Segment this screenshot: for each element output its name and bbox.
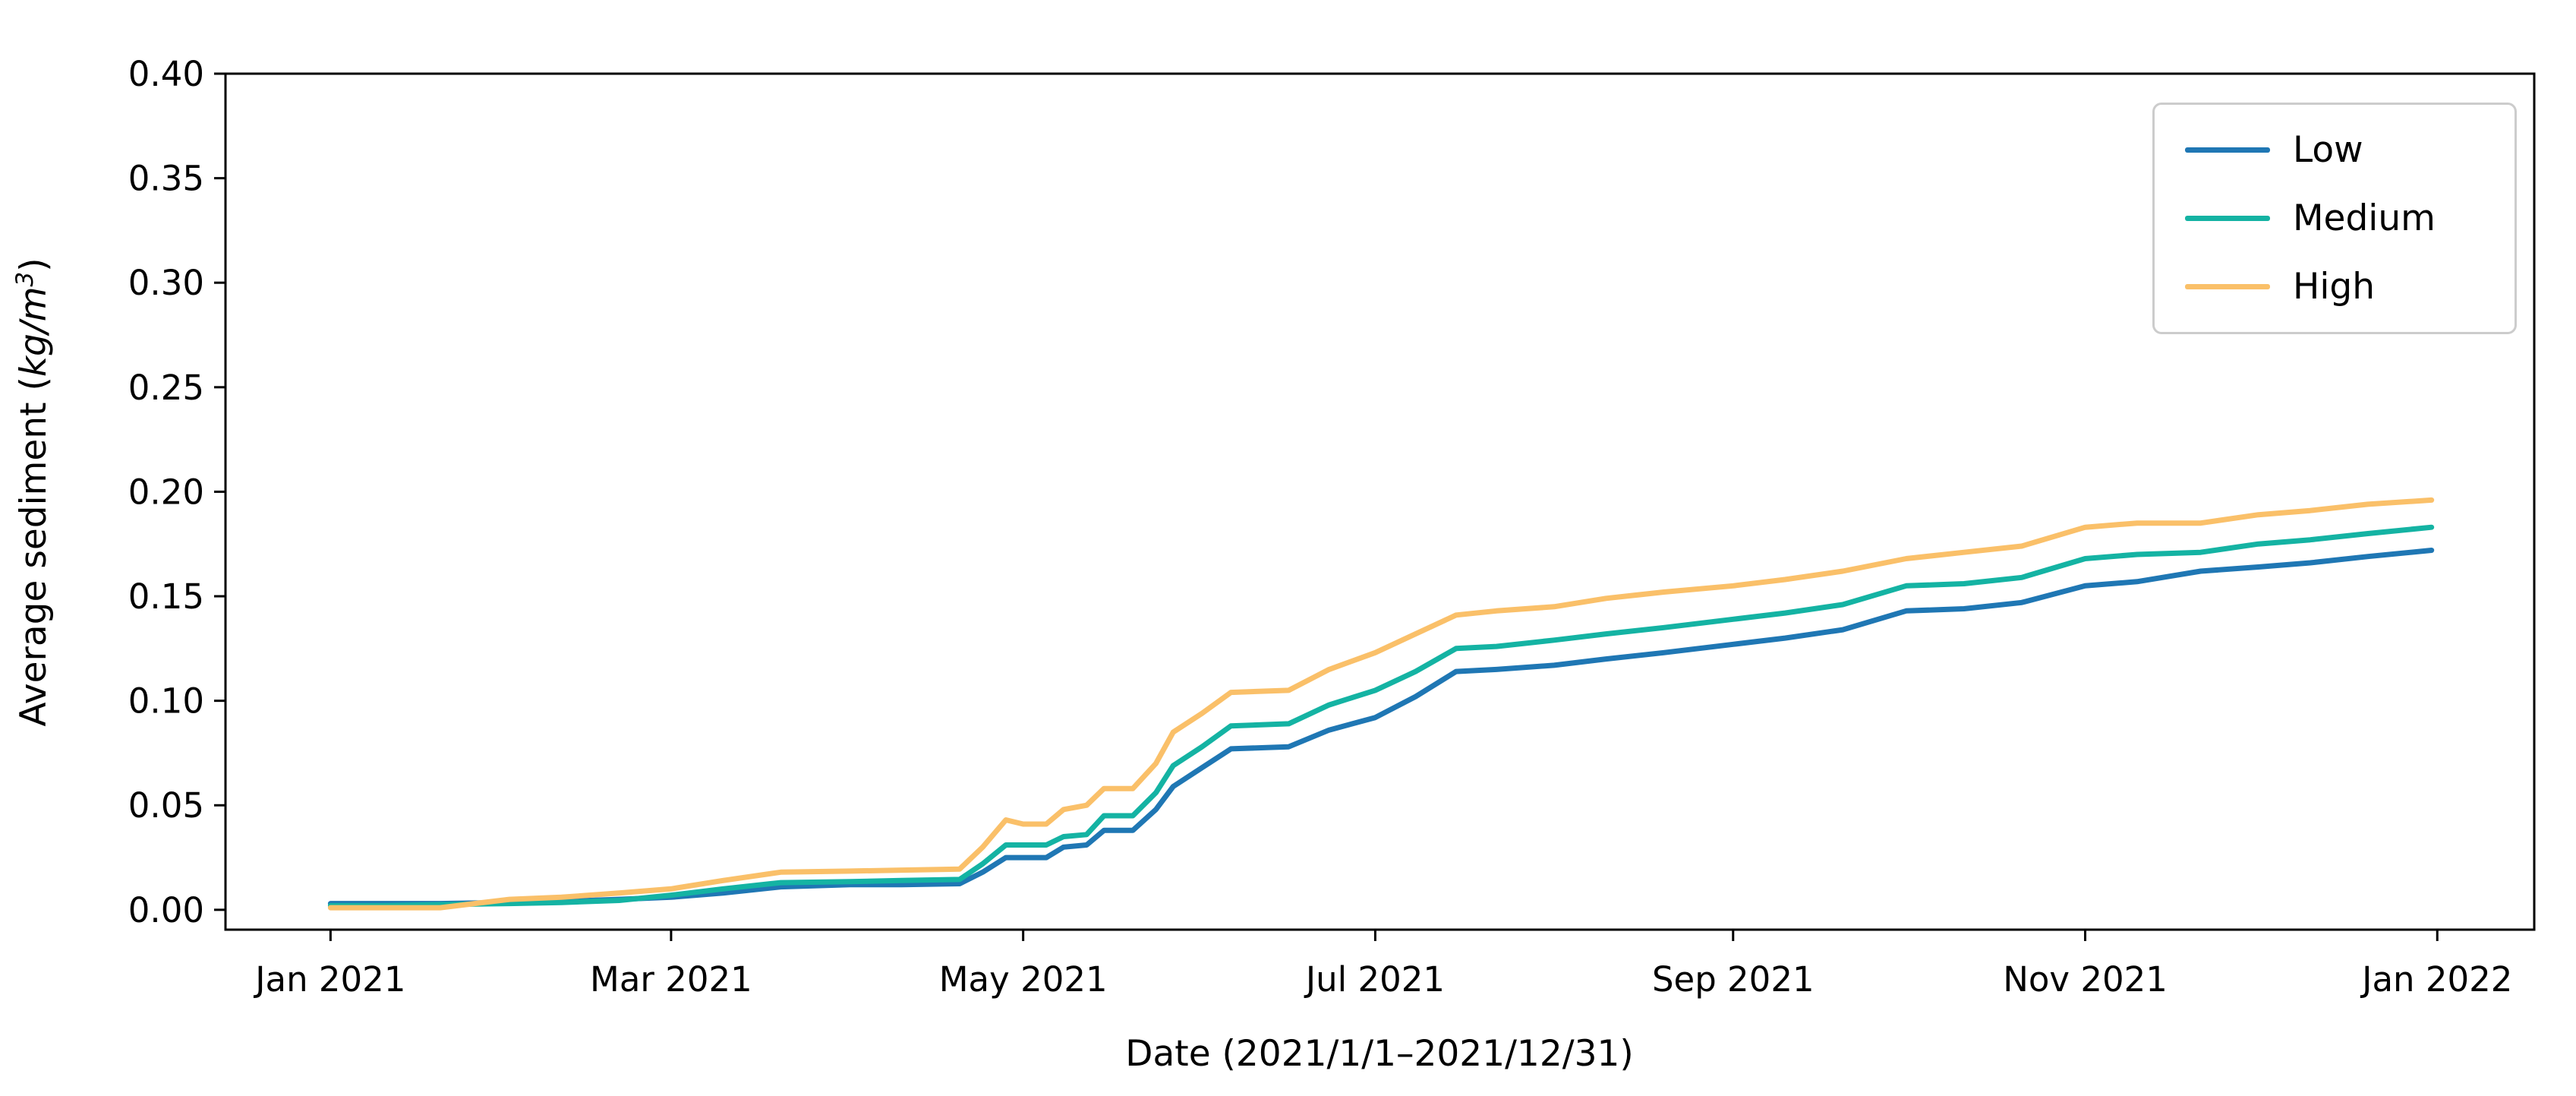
y-tick-label: 0.10: [128, 681, 204, 722]
low-line-swatch: [2185, 147, 2270, 153]
x-tick-label: Nov 2021: [2003, 959, 2168, 1000]
x-tick-label: Jan 2022: [2360, 959, 2512, 1000]
plot-border-rect: [224, 72, 2536, 931]
y-tick-label: 0.20: [128, 472, 204, 512]
legend-item-medium: Medium: [2155, 201, 2515, 236]
legend-label-medium: Medium: [2293, 197, 2436, 239]
legend-item-high: High: [2155, 269, 2515, 305]
y-tick-label: 0.05: [128, 785, 204, 826]
series-line-medium: [327, 524, 2435, 908]
x-axis-label: Date (2021/1/1–2021/12/31): [1125, 1033, 1633, 1075]
medium-line-swatch: [2185, 215, 2270, 221]
y-tick-label: 0.15: [128, 576, 204, 617]
y-axis-label: Average sediment (kg/m3): [11, 257, 55, 726]
x-tick-label: Jan 2021: [253, 959, 405, 1000]
x-tick-label: Jul 2021: [1304, 959, 1445, 1000]
y-axis: 0.00 0.05 0.10 0.15 0.20 0.25 0.30 0.35 0.40: [128, 54, 225, 930]
series-line-low: [327, 548, 2435, 907]
y-tick-label: 0.00: [128, 890, 204, 930]
legend-item-low: Low: [2155, 132, 2515, 168]
x-tick-label: Sep 2021: [1652, 959, 1815, 1000]
y-tick-label: 0.30: [128, 263, 204, 303]
high-line-swatch: [2185, 284, 2270, 290]
series-lines: [327, 497, 2435, 911]
y-tick-label: 0.35: [128, 159, 204, 199]
plot-border: [224, 72, 2536, 931]
y-tick-label: 0.40: [128, 54, 204, 94]
x-tick-label: Mar 2021: [590, 959, 752, 1000]
x-tick-label: May 2021: [939, 959, 1108, 1000]
x-axis: Jan 2021 Mar 2021 May 2021 Jul 2021 Sep 2021…: [253, 930, 2512, 1000]
legend-label-high: High: [2293, 266, 2376, 308]
legend-label-low: Low: [2293, 128, 2363, 171]
y-tick-label: 0.25: [128, 368, 204, 408]
legend: Low Medium High: [2152, 103, 2517, 334]
series-line-high: [327, 497, 2435, 911]
